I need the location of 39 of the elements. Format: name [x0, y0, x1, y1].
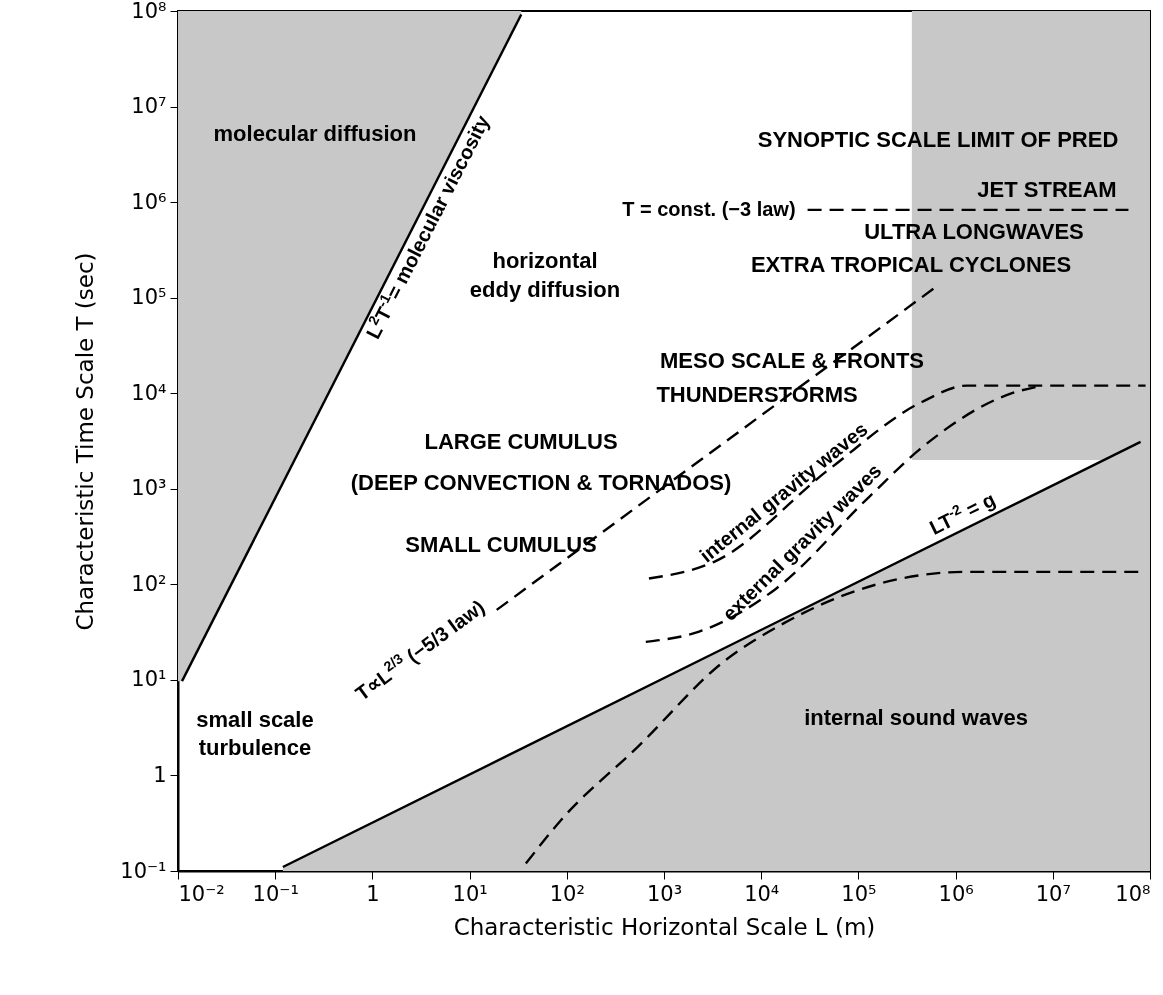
annotation: SYNOPTIC SCALE LIMIT OF PRED	[757, 127, 1119, 152]
y-tick-label: 10¹	[131, 667, 167, 692]
annotation: internal sound waves	[804, 705, 1028, 730]
x-tick-label: 10¹	[452, 881, 488, 906]
x-tick-label: 10⁸	[1115, 881, 1151, 906]
annotation: molecular diffusion	[213, 121, 417, 146]
x-tick-label: 10⁶	[938, 881, 974, 906]
annotation: ULTRA LONGWAVES	[864, 219, 1084, 244]
x-tick-label: 10²	[549, 881, 585, 906]
x-tick-label: 10³	[646, 881, 683, 906]
x-axis-title: Characteristic Horizontal Scale L (m)	[453, 913, 876, 940]
y-tick-label: 10⁴	[131, 380, 167, 405]
annotation: eddy diffusion	[469, 277, 621, 302]
x-tick-label: 10⁵	[841, 881, 877, 906]
annotation: THUNDERSTORMS	[656, 382, 858, 407]
y-axis-title: Characteristic Time Scale T (sec)	[72, 252, 99, 631]
annotation: turbulence	[198, 735, 312, 760]
annotation: MESO SCALE & FRONTS	[659, 348, 925, 373]
y-tick-label: 10⁷	[131, 94, 167, 119]
annotation: (DEEP CONVECTION & TORNADOS)	[350, 470, 732, 495]
annotation: LARGE CUMULUS	[424, 429, 618, 454]
series-label: T = const. (−3 law)	[622, 197, 796, 220]
y-tick-label: 10⁻¹	[120, 858, 167, 883]
y-tick-label: 1	[153, 762, 167, 787]
y-tick-label: 10⁵	[131, 285, 167, 310]
x-tick-label: 10⁻¹	[252, 881, 299, 906]
y-tick-label: 10⁶	[131, 189, 167, 214]
y-tick-label: 10⁸	[131, 0, 167, 23]
x-tick-label: 10⁷	[1035, 881, 1071, 906]
annotation: SMALL CUMULUS	[405, 532, 597, 557]
annotation: JET STREAM	[977, 177, 1117, 202]
y-tick-label: 10³	[131, 476, 167, 501]
annotation: EXTRA TROPICAL CYCLONES	[750, 252, 1072, 277]
annotation: small scale	[196, 707, 314, 732]
y-tick-label: 10²	[131, 571, 167, 596]
x-tick-label: 10⁻²	[178, 881, 225, 906]
annotation: horizontal	[492, 248, 598, 273]
x-tick-label: 1	[366, 881, 380, 906]
x-tick-label: 10⁴	[744, 881, 780, 906]
